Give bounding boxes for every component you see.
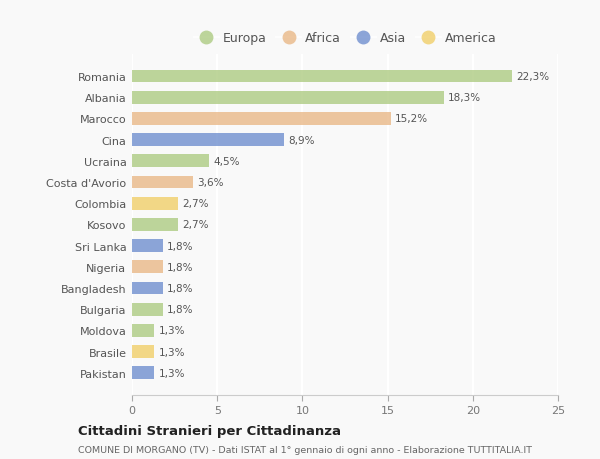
Bar [132,240,163,252]
Bar [132,282,163,295]
Text: 18,3%: 18,3% [448,93,481,103]
Bar [132,113,391,125]
Text: 3,6%: 3,6% [197,178,224,188]
Text: 1,8%: 1,8% [167,262,193,272]
Text: 8,9%: 8,9% [288,135,314,146]
Bar [132,197,178,210]
Text: 2,7%: 2,7% [182,220,209,230]
Bar [132,176,193,189]
Bar [132,261,163,274]
Bar [132,325,154,337]
Text: 4,5%: 4,5% [213,157,239,167]
Text: COMUNE DI MORGANO (TV) - Dati ISTAT al 1° gennaio di ogni anno - Elaborazione TU: COMUNE DI MORGANO (TV) - Dati ISTAT al 1… [78,445,532,454]
Text: 1,3%: 1,3% [158,368,185,378]
Text: 15,2%: 15,2% [395,114,428,124]
Text: 1,3%: 1,3% [158,347,185,357]
Bar [132,346,154,358]
Bar [132,71,512,83]
Bar [132,367,154,379]
Bar [132,92,444,104]
Bar [132,155,209,168]
Legend: Europa, Africa, Asia, America: Europa, Africa, Asia, America [188,28,502,50]
Text: 1,8%: 1,8% [167,241,193,251]
Text: 22,3%: 22,3% [516,72,550,82]
Text: 1,3%: 1,3% [158,326,185,336]
Text: 2,7%: 2,7% [182,199,209,209]
Bar [132,218,178,231]
Bar [132,303,163,316]
Bar [132,134,284,147]
Text: 1,8%: 1,8% [167,283,193,293]
Text: 1,8%: 1,8% [167,304,193,314]
Text: Cittadini Stranieri per Cittadinanza: Cittadini Stranieri per Cittadinanza [78,424,341,437]
